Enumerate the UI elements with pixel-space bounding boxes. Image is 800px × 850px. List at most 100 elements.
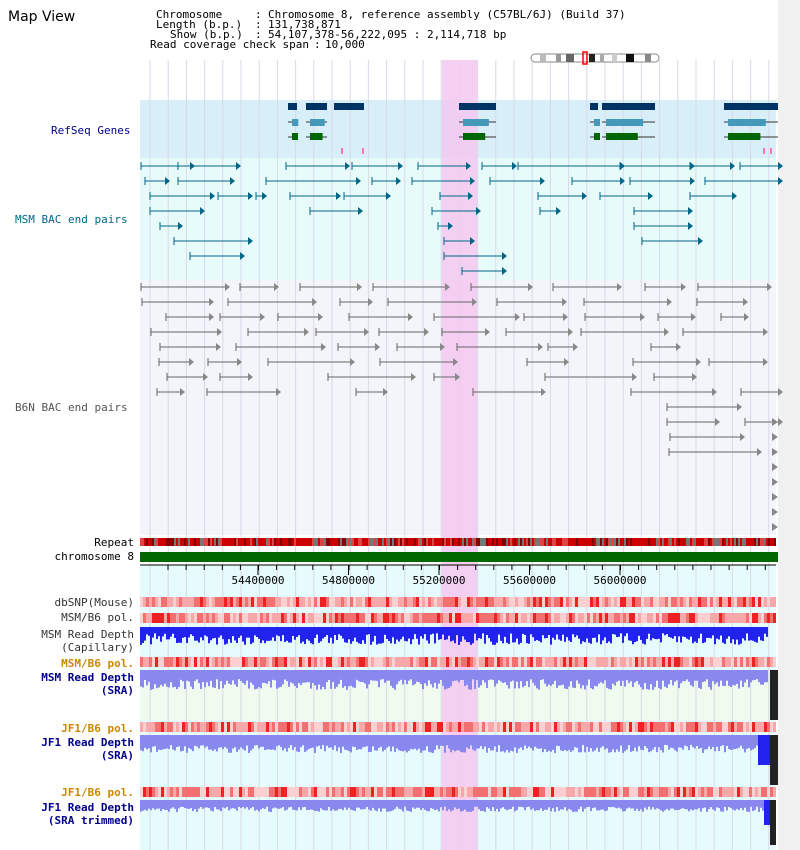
jf1-b6-pol-label-2[interactable]: JF1/B6 pol. xyxy=(61,786,134,799)
msm-sra-depth-bar xyxy=(160,670,162,685)
repeat-segment xyxy=(652,538,654,546)
jf1-sra-depth-bar xyxy=(522,735,524,751)
dbsnp-cell xyxy=(443,597,446,607)
repeat-segment xyxy=(622,538,624,546)
msm-sra-depth-bar xyxy=(184,670,186,689)
repeat-segment xyxy=(460,538,462,546)
b6n-bac-arrow-tail xyxy=(772,448,778,456)
msm-capillary-depth-bar xyxy=(244,627,246,645)
repeat-segment xyxy=(278,538,280,546)
jf1-trimmed-depth-bar xyxy=(176,800,178,812)
jf1-trimmed-depth-bar xyxy=(286,800,288,810)
repeat-segment xyxy=(714,538,716,546)
msm-b6-pol2-cell xyxy=(533,657,536,667)
jf1-read-depth-trimmed-label-1[interactable]: JF1 Read Depth xyxy=(41,801,134,814)
msm-capillary-depth-bar xyxy=(392,627,394,638)
jf1-sra-depth-bar xyxy=(754,735,756,749)
dbsnp-cell xyxy=(347,597,350,607)
msm-capillary-depth-bar xyxy=(666,627,668,635)
jf1-b6-pol2-cell xyxy=(689,787,692,797)
msm-b6-pol-cell xyxy=(341,613,344,623)
jf1-sra-depth-bar xyxy=(292,735,294,750)
msm-bac-end-pairs-label[interactable]: MSM BAC end pairs xyxy=(15,213,128,226)
jf1-sra-depth-bar xyxy=(278,735,280,746)
jf1-sra-depth-bar xyxy=(582,735,584,745)
jf1-trimmed-depth-bar xyxy=(272,800,274,809)
msm-b6-pol-cell xyxy=(350,613,353,623)
jf1-sra-depth-bar xyxy=(386,735,388,748)
msm-b6-pol-label-2[interactable]: MSM/B6 pol. xyxy=(61,657,134,670)
dbsnp-cell xyxy=(224,597,227,607)
msm-b6-pol2-cell xyxy=(509,657,512,667)
msm-capillary-depth-bar xyxy=(202,627,204,641)
jf1-trimmed-depth-bar xyxy=(744,800,746,808)
dbsnp-cell xyxy=(452,597,455,607)
jf1-sra-depth-bar xyxy=(150,735,152,753)
jf1-sra-depth-bar xyxy=(572,735,574,751)
dbsnp-cell xyxy=(230,597,233,607)
msm-b6-pol2-cell xyxy=(716,657,719,667)
msm-capillary-depth-bar xyxy=(762,627,764,641)
jf1-b6-pol2-cell xyxy=(398,787,401,797)
jf1-sra-depth-bar xyxy=(554,735,556,753)
jf1-sra-depth-bar xyxy=(592,735,594,752)
repeat-segment xyxy=(270,538,272,546)
msm-capillary-depth-bar xyxy=(610,627,612,644)
msm-capillary-depth-bar xyxy=(720,627,722,636)
jf1-b6-pol2-cell xyxy=(743,787,746,797)
jf1-sra-depth-bar xyxy=(432,735,434,753)
msm-b6-pol2-cell xyxy=(701,657,704,667)
msm-sra-depth-bar xyxy=(216,670,218,680)
repeat-segment xyxy=(492,538,494,546)
msm-b6-pol2-cell xyxy=(674,657,677,667)
msm-capillary-depth-bar xyxy=(256,627,258,638)
b6n-bac-arrow xyxy=(538,343,543,351)
msm-sra-depth-bar xyxy=(608,670,610,689)
msm-capillary-depth-bar xyxy=(314,627,316,639)
msm-b6-pol-cell xyxy=(539,613,542,623)
jf1-sra-depth-bar xyxy=(350,735,352,753)
msm-b6-pol2-cell xyxy=(614,657,617,667)
jf1-sra-depth-bar xyxy=(742,735,744,749)
msm-b6-pol-label[interactable]: MSM/B6 pol. xyxy=(61,611,134,624)
jf1-b6-pol-cell xyxy=(650,722,653,732)
msm-sra-depth-bar xyxy=(276,670,278,689)
msm-b6-pol2-cell xyxy=(749,657,752,667)
repeat-segment xyxy=(418,538,420,546)
repeat-segment xyxy=(282,538,284,546)
refseq-genes-label[interactable]: RefSeq Genes xyxy=(51,124,131,137)
jf1-trimmed-depth-bar xyxy=(434,800,436,811)
msm-sra-depth-bar xyxy=(742,670,744,688)
jf1-sra-depth-bar xyxy=(252,735,254,749)
repeat-segment xyxy=(696,538,698,546)
msm-b6-pol-cell xyxy=(488,613,491,623)
msm-capillary-depth-bar xyxy=(292,627,294,636)
msm-b6-pol2-cell xyxy=(572,657,575,667)
msm-capillary-depth-bar xyxy=(730,627,732,644)
msm-capillary-depth-bar xyxy=(726,627,728,639)
jf1-sra-depth-bar xyxy=(378,735,380,748)
dbsnp-label[interactable]: dbSNP(Mouse) xyxy=(54,596,134,609)
msm-read-depth-sra-label-1[interactable]: MSM Read Depth xyxy=(41,671,134,684)
jf1-trimmed-depth-bar xyxy=(666,800,668,809)
msm-sra-depth-bar xyxy=(366,670,368,689)
msm-read-depth-capillary-label-1[interactable]: MSM Read Depth xyxy=(41,628,134,641)
b6n-bac-arrow xyxy=(664,328,669,336)
jf1-b6-pol-label[interactable]: JF1/B6 pol. xyxy=(61,722,134,735)
msm-capillary-depth-bar xyxy=(480,627,482,639)
msm-b6-pol-cell xyxy=(602,613,605,623)
jf1-b6-pol-cell xyxy=(617,722,620,732)
repeat-segment xyxy=(656,538,658,546)
msm-b6-pol2-cell xyxy=(305,657,308,667)
jf1-b6-pol2-cell xyxy=(239,787,242,797)
msm-capillary-depth-bar xyxy=(684,627,686,638)
jf1-b6-pol2-cell xyxy=(338,787,341,797)
jf1-trimmed-depth-bar xyxy=(396,800,398,807)
jf1-trimmed-depth-bar xyxy=(438,800,440,812)
msm-capillary-depth-bar xyxy=(622,627,624,643)
jf1-read-depth-sra-label-1[interactable]: JF1 Read Depth xyxy=(41,736,134,749)
dbsnp-cell xyxy=(227,597,230,607)
b6n-bac-end-pairs-label[interactable]: B6N BAC end pairs xyxy=(15,401,128,414)
msm-sra-depth-bar xyxy=(406,670,408,685)
